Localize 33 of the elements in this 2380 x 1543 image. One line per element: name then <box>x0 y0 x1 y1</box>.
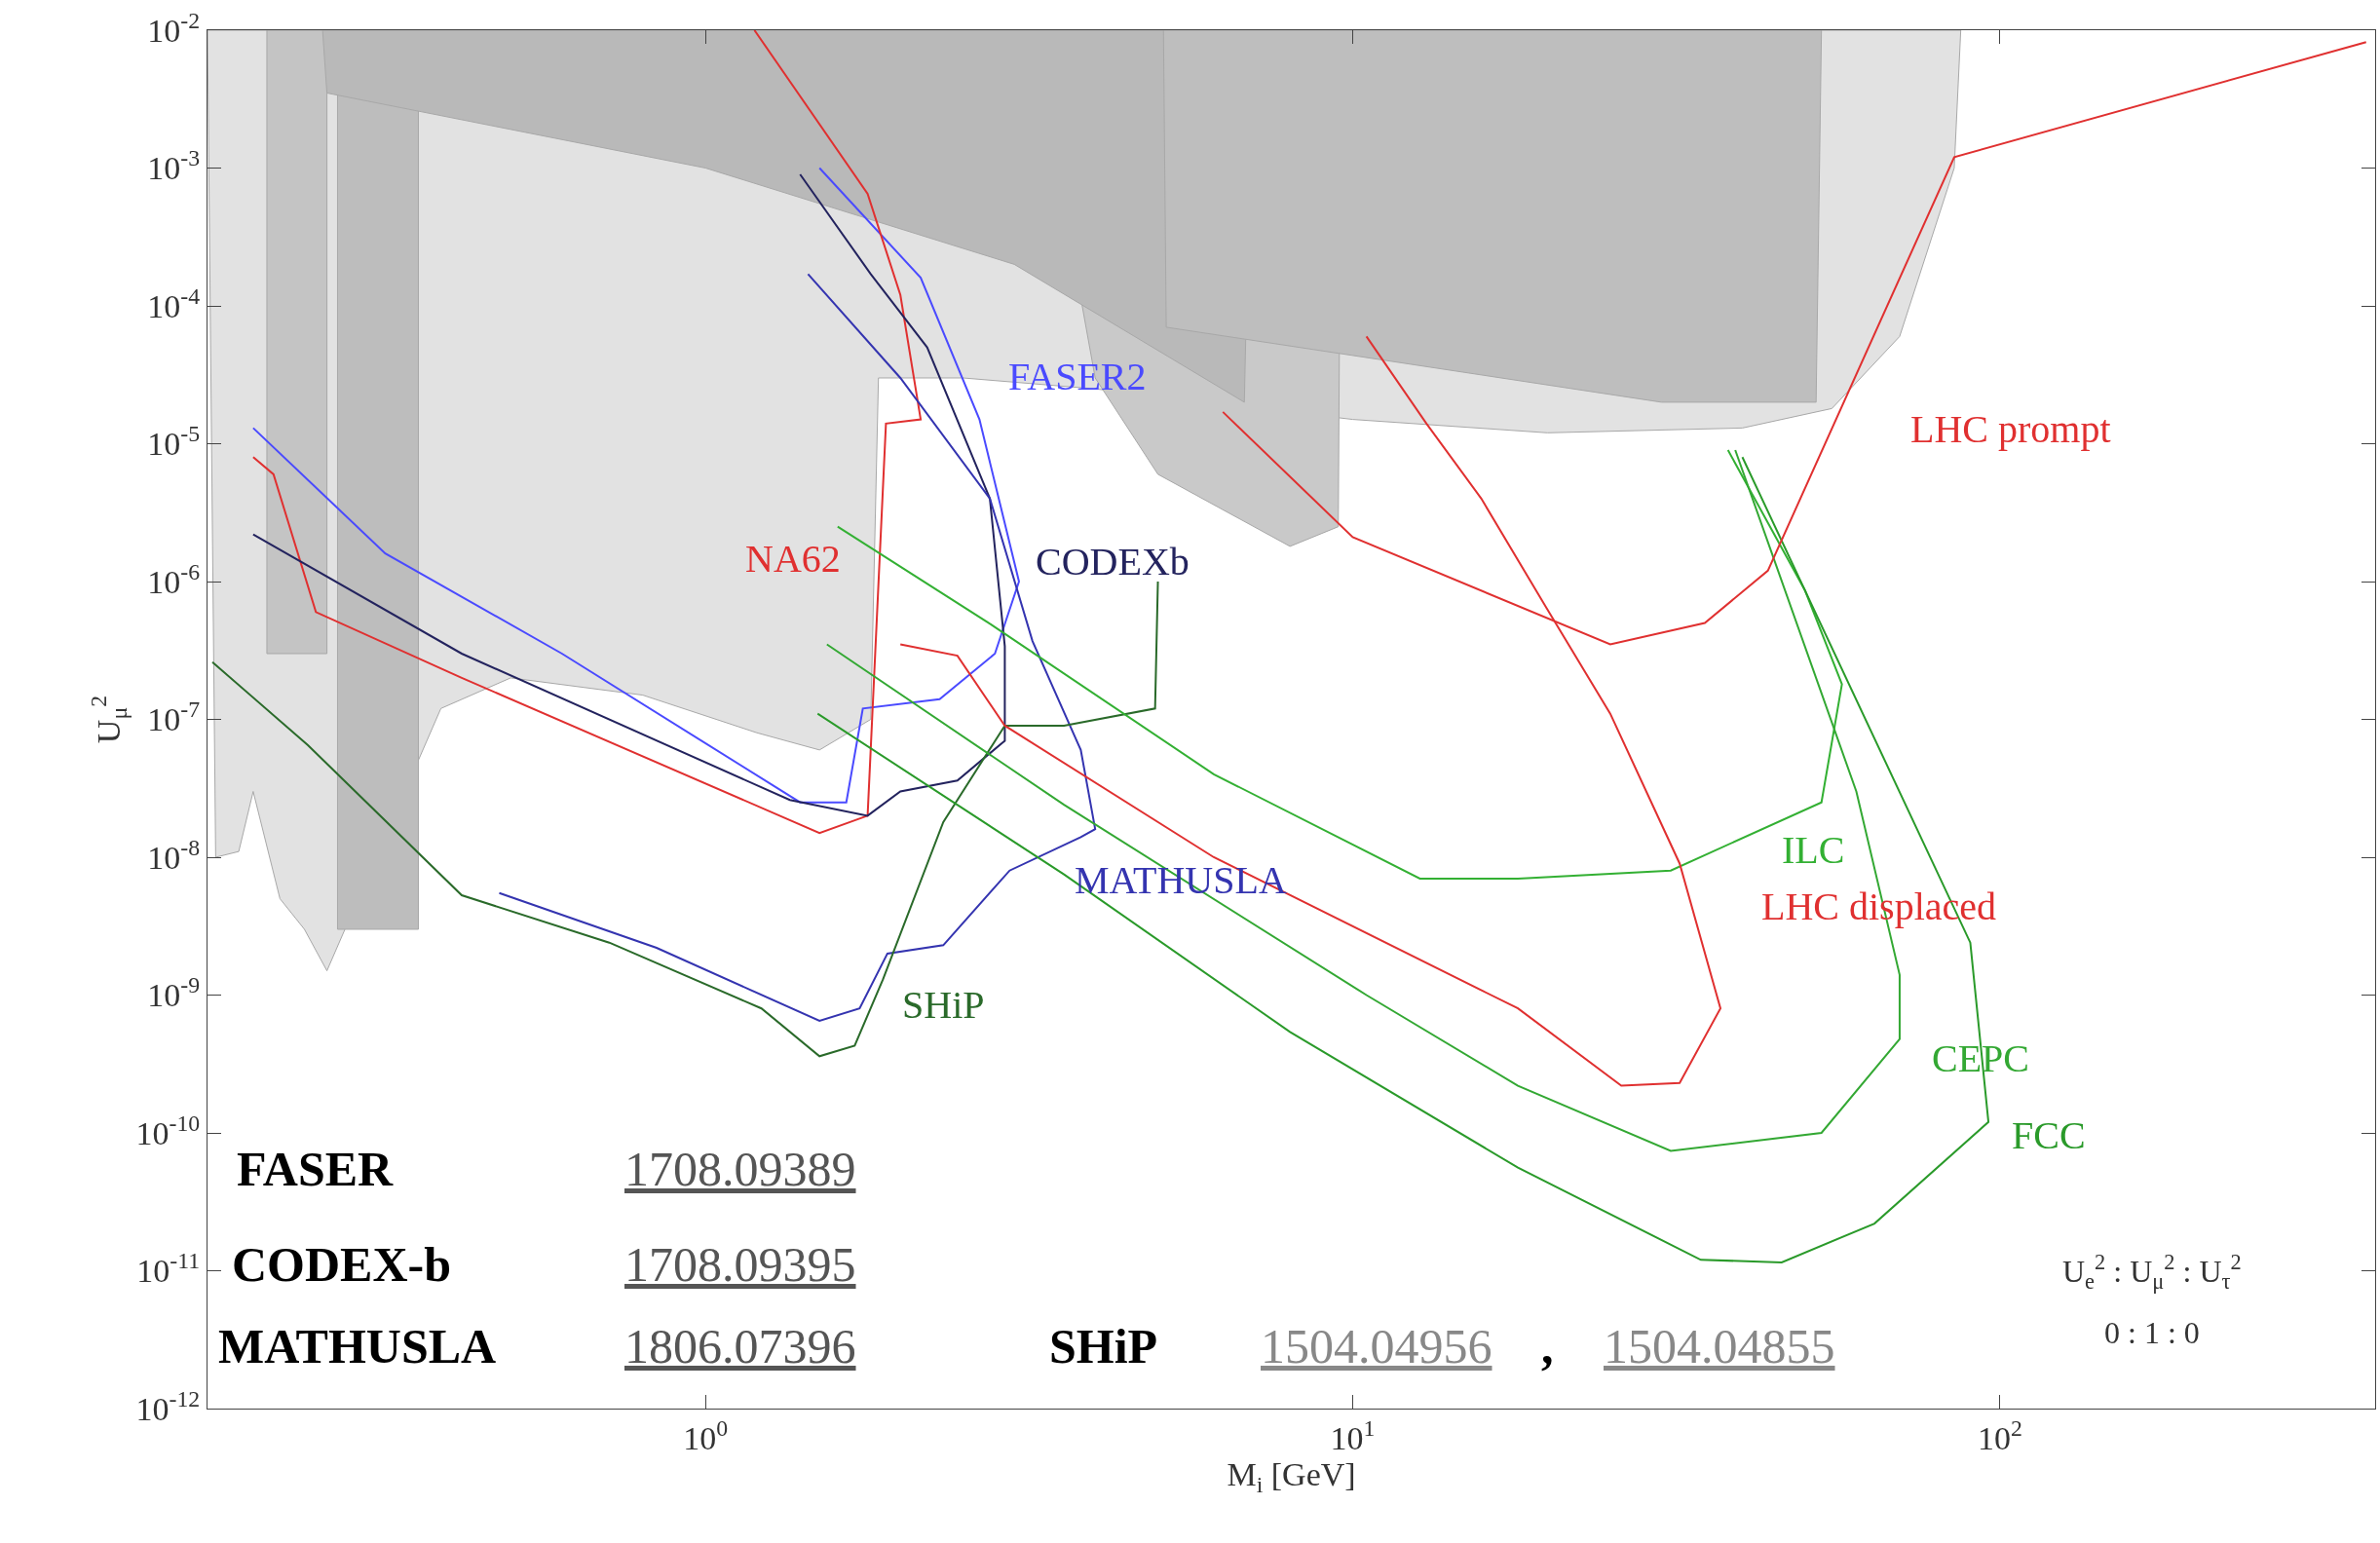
y-tick-label: 10$^{-11}$ <box>136 1248 201 1290</box>
annotation: , <box>1541 1319 1554 1374</box>
annotation: 1504.04956 <box>1261 1319 1492 1374</box>
y-tick-label: 10$^{-9}$ <box>147 972 201 1014</box>
annotation: CODEXb <box>1036 540 1190 583</box>
annotation: 1708.09395 <box>624 1237 856 1292</box>
y-tick-label: 10$^{-8}$ <box>147 834 201 876</box>
x-tick-label: 10$^{0}$ <box>683 1414 729 1456</box>
y-tick-label: 10$^{-3}$ <box>147 145 201 187</box>
annotation: 1504.04855 <box>1604 1319 1835 1374</box>
annotation: ILC <box>1782 828 1845 872</box>
y-tick-label: 10$^{-10}$ <box>135 1110 201 1151</box>
x-tick-label: 10$^{1}$ <box>1330 1414 1376 1456</box>
annotation: 0 : 1 : 0 <box>2104 1315 2200 1350</box>
annotation: CODEX-b <box>232 1237 452 1292</box>
annotation: NA62 <box>745 537 841 581</box>
y-tick-label: 10$^{-5}$ <box>147 421 201 463</box>
y-tick-label: 10$^{-2}$ <box>147 7 201 49</box>
annotation: SHiP <box>902 983 985 1027</box>
annotation: FASER <box>237 1142 395 1196</box>
x-axis-title: M$_{i}$ [GeV] <box>1227 1455 1356 1497</box>
y-tick-label: 10$^{-6}$ <box>147 558 201 600</box>
y-tick-label: 10$^{-7}$ <box>147 696 201 738</box>
y-tick-label: 10$^{-4}$ <box>147 282 201 324</box>
annotation: SHiP <box>1049 1319 1158 1374</box>
annotation: 1708.09389 <box>624 1142 856 1196</box>
annotation: FASER2 <box>1008 355 1147 398</box>
annotation: FCC <box>2012 1113 2086 1157</box>
annotation: MATHUSLA <box>218 1319 497 1374</box>
y-tick-label: 10$^{-12}$ <box>135 1385 201 1427</box>
annotation: 1806.07396 <box>624 1319 856 1374</box>
annotation: LHC prompt <box>1910 407 2111 451</box>
x-tick-label: 10$^{2}$ <box>1977 1414 2022 1456</box>
